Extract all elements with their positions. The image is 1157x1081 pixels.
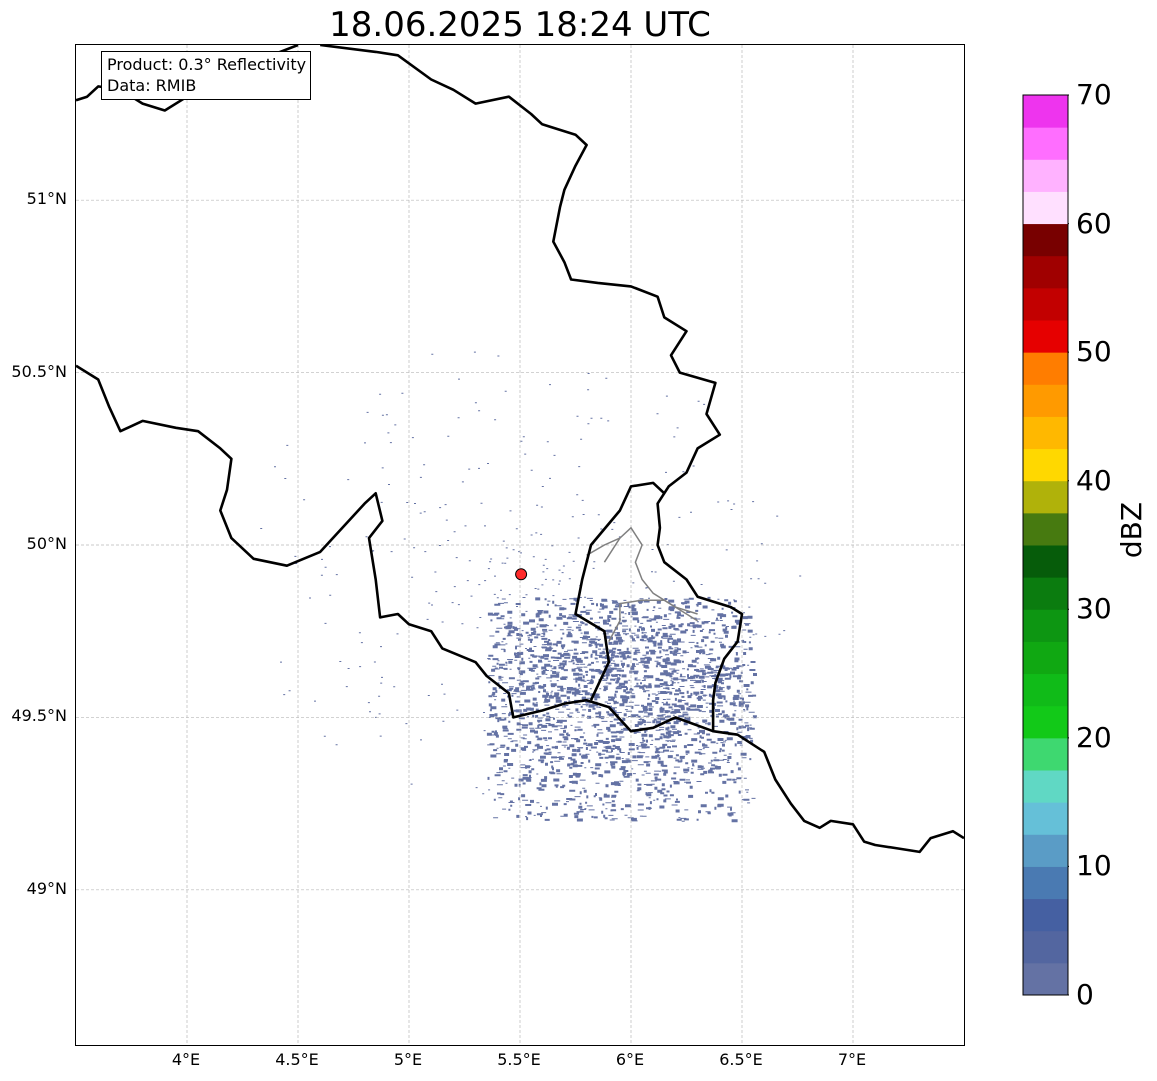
region-border: [586, 537, 621, 556]
colorbar-segment: [1023, 673, 1068, 707]
colorbar-segment: [1023, 802, 1068, 835]
colorbar-segment: [1023, 641, 1068, 675]
region-border: [608, 603, 621, 642]
data-source-label: Data: RMIB: [107, 76, 197, 95]
lon-tick-label: 4.5°E: [275, 1050, 319, 1069]
lon-tick-label: 5°E: [393, 1050, 423, 1069]
region-border: [619, 599, 698, 622]
colorbar-segment: [1023, 191, 1068, 225]
colorbar-segment: [1023, 480, 1068, 514]
colorbar-tick-label: 0: [1076, 978, 1094, 1011]
colorbar-segment: [1023, 95, 1068, 128]
colorbar-segment: [1023, 577, 1068, 610]
colorbar-segment: [1023, 898, 1068, 932]
colorbar-segment: [1023, 866, 1068, 900]
colorbar-segment: [1023, 127, 1068, 160]
radar-site-marker[interactable]: [515, 568, 528, 581]
country-border-be-lu-de: [320, 45, 964, 854]
colorbar-segment: [1023, 962, 1068, 996]
radar-map[interactable]: Product: 0.3° Reflectivity Data: RMIB: [75, 44, 965, 1046]
radar-site-layer: [515, 568, 528, 581]
colorbar-segment: [1023, 609, 1068, 642]
lon-tick-label: 4°E: [171, 1050, 201, 1069]
colorbar-frame: [1022, 94, 1069, 996]
colorbar-unit-label: dBZ: [1115, 501, 1148, 559]
region-border: [603, 526, 698, 615]
lat-tick-label: 50.5°N: [11, 361, 67, 381]
colorbar-segment: [1023, 512, 1068, 546]
colorbar-tick-label: 60: [1076, 206, 1112, 240]
colorbar-tick-label: 40: [1076, 463, 1112, 497]
product-label: Product: 0.3° Reflectivity: [107, 55, 307, 74]
colorbar-segment: [1023, 159, 1068, 192]
colorbar-segment: [1023, 416, 1068, 450]
colorbar-tick-label: 30: [1076, 592, 1112, 626]
lon-tick-label: 6°E: [615, 1050, 645, 1069]
colorbar: [1022, 94, 1069, 996]
reflectivity-echo-layer: [260, 351, 802, 823]
colorbar-segment: [1023, 770, 1068, 803]
lon-tick-label: 5.5°E: [497, 1050, 541, 1069]
country-border-be-fr: [76, 364, 714, 733]
colorbar-tick-label: 50: [1076, 335, 1112, 369]
colorbar-segment: [1023, 255, 1068, 289]
colorbar-segment: [1023, 384, 1068, 417]
lat-tick-label: 49.5°N: [11, 706, 67, 726]
country-border-lu: [574, 481, 666, 701]
colorbar-segment: [1023, 834, 1068, 867]
colorbar-segment: [1023, 287, 1068, 321]
colorbar-tick-label: 20: [1076, 720, 1112, 754]
colorbar-segment: [1023, 930, 1068, 964]
colorbar-segment: [1023, 545, 1068, 578]
reflectivity-echo: [260, 351, 802, 823]
lon-tick-label: 7°E: [837, 1050, 867, 1069]
colorbar-segment: [1023, 737, 1068, 771]
lat-tick-label: 50°N: [26, 534, 67, 553]
colorbar-tick-label: 10: [1076, 849, 1112, 883]
colorbar-segment: [1023, 223, 1068, 257]
radar-map-canvas[interactable]: [76, 45, 964, 1045]
lat-tick-label: 49°N: [26, 878, 67, 898]
colorbar-segment: [1023, 352, 1068, 385]
colorbar-tick-label: 70: [1076, 78, 1112, 111]
colorbar-segment: [1023, 448, 1068, 482]
lon-tick-label: 6.5°E: [719, 1050, 763, 1069]
product-info-box: Product: 0.3° Reflectivity Data: RMIB: [101, 51, 312, 100]
colorbar-segment: [1023, 705, 1068, 739]
map-title: 18.06.2025 18:24 UTC: [329, 5, 711, 45]
colorbar-segment: [1023, 320, 1068, 353]
lat-tick-label: 51°N: [26, 189, 67, 209]
graticule: [76, 45, 964, 1045]
